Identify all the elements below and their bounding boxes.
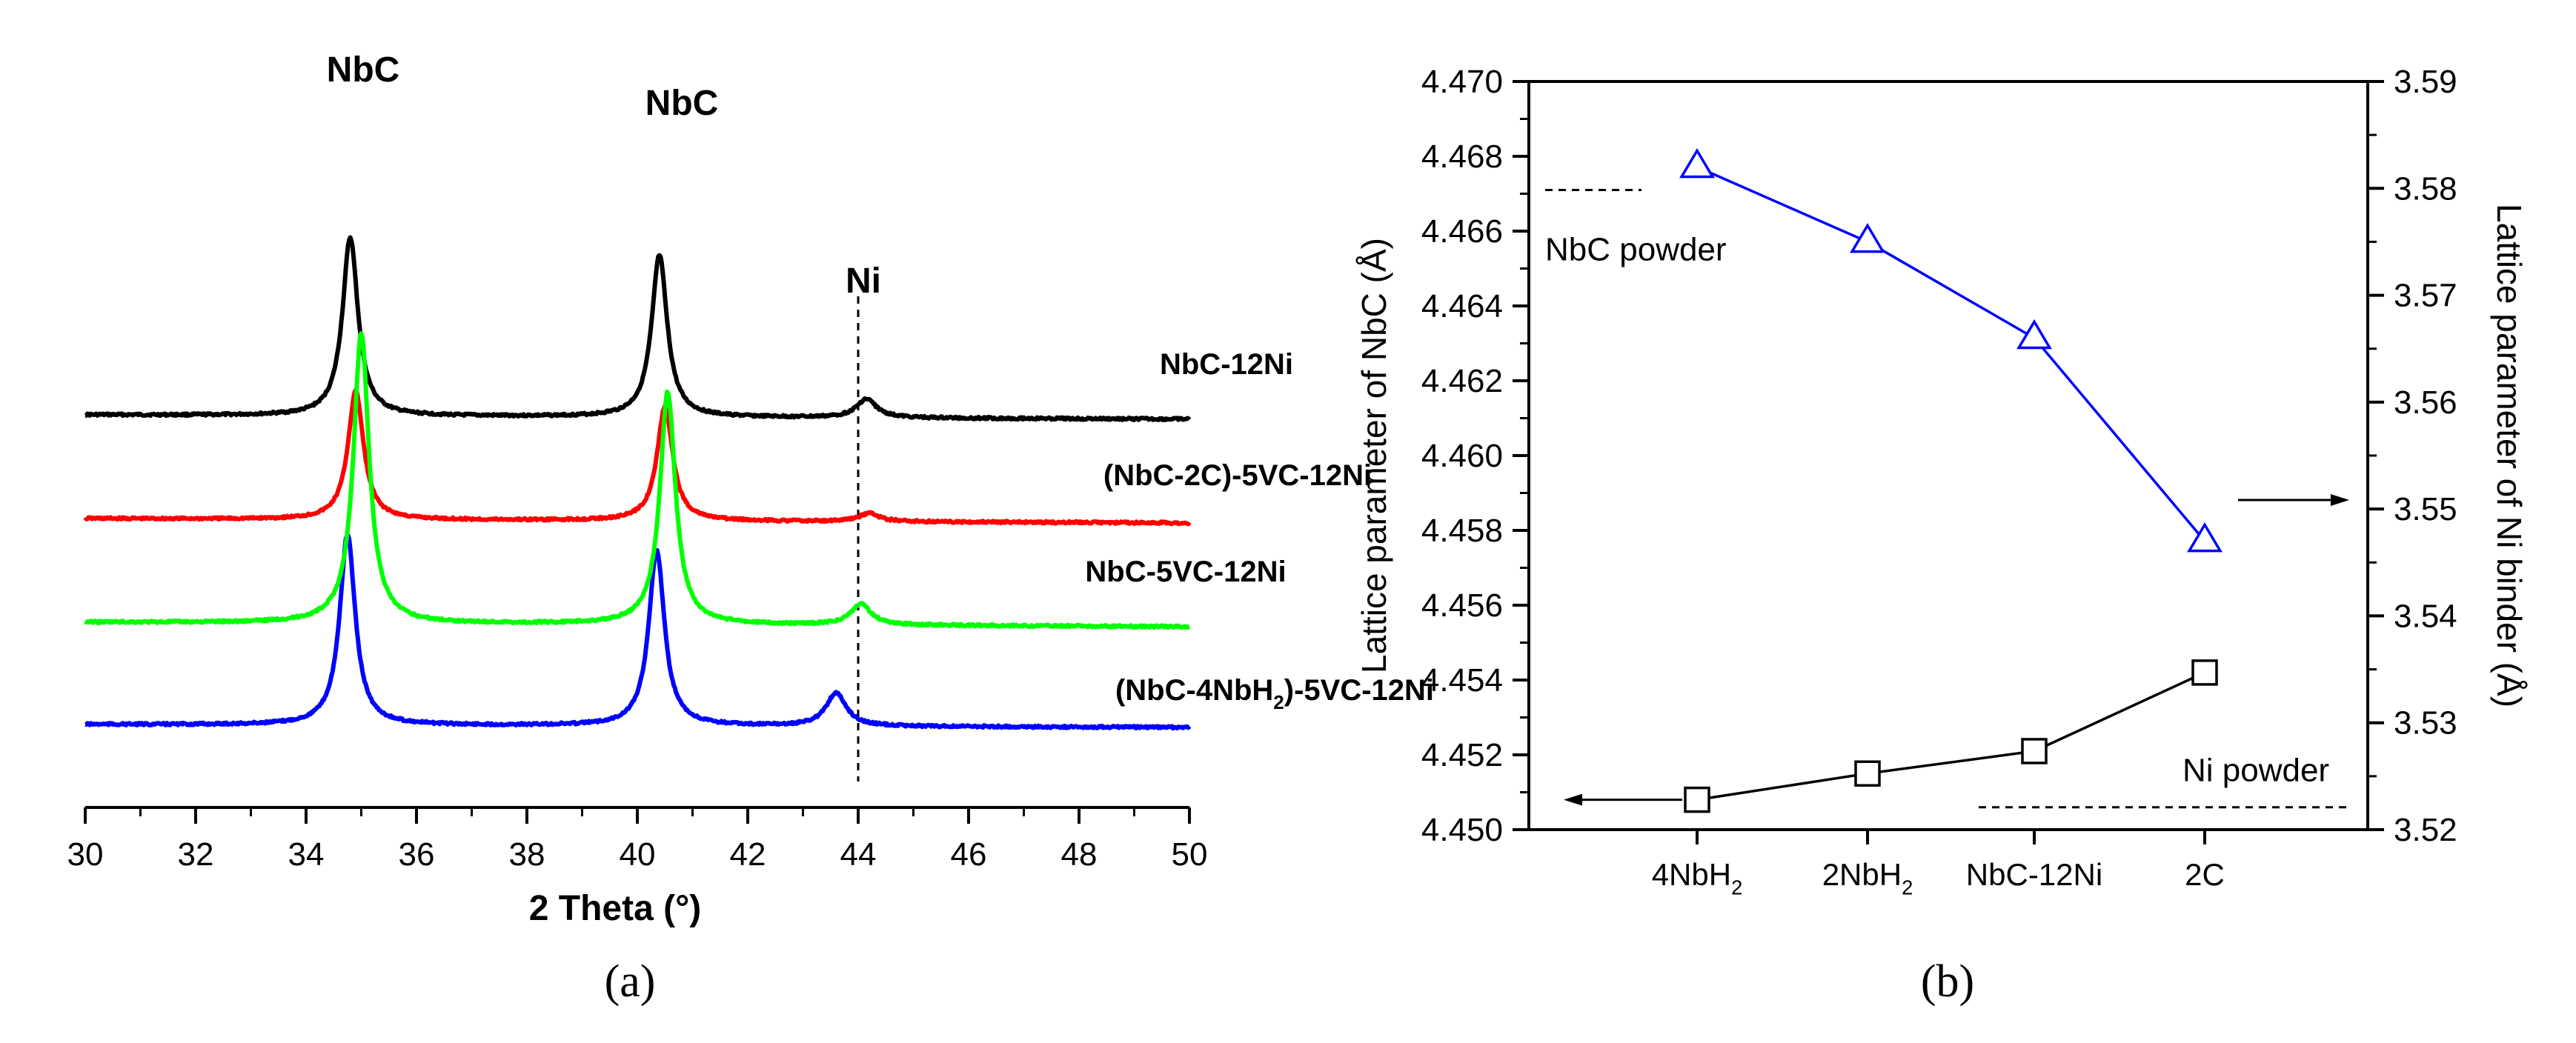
ni-lattice-point (1679, 147, 1715, 179)
x-axis-title: 2 Theta (°) (529, 889, 702, 928)
left-tick-label: 4.454 (1421, 662, 1503, 699)
peak-label: Ni (846, 261, 881, 301)
x-tick-label: 32 (178, 836, 214, 873)
left-axis-arrowhead (1564, 793, 1582, 806)
right-tick-label: 3.55 (2394, 491, 2457, 527)
right-tick-label: 3.54 (2394, 598, 2457, 634)
xrd-series-label: (NbC-4NbH2)-5VC-12Ni (1115, 674, 1434, 713)
right-tick-label: 3.53 (2394, 705, 2457, 742)
peak-label: NbC (645, 84, 719, 123)
right-axis-arrowhead (2331, 494, 2349, 506)
x-tick-label: 48 (1061, 836, 1098, 873)
nbc-lattice-point (2021, 738, 2048, 764)
category-label: 2NbH2 (1822, 857, 1913, 899)
x-tick-label: 40 (620, 836, 656, 873)
right-tick-label: 3.58 (2394, 170, 2457, 207)
ni-lattice-line (1696, 165, 2206, 542)
nbc-powder-label: NbC powder (1545, 231, 1727, 267)
panel-b-caption: (b) (1921, 956, 1974, 1007)
panel-a-xrd-chart: 30 32 34 36 38 40 42 44 46 48 50 2 Theta (°) NbC-12N… (67, 50, 1435, 928)
left-tick-label: 4.450 (1421, 812, 1503, 848)
left-tick-label: 4.466 (1421, 213, 1503, 250)
panel-b-lattice-chart: 4.450 4.452 4.454 4.456 4.458 4.460 4.462 4.464… (1355, 64, 2529, 899)
xrd-series-label: NbC-5VC-12Ni (1085, 556, 1286, 588)
nbc-lattice-line (1696, 671, 2205, 802)
category-label: 2C (2185, 857, 2225, 892)
x-tick-label: 46 (951, 836, 987, 873)
right-axis-title: Lattice parameter of Ni binder (Å) (2490, 204, 2529, 707)
category-label: NbC-12Ni (1966, 857, 2102, 892)
left-tick-label: 4.468 (1421, 139, 1503, 175)
svg-text:(b): (b) (1921, 956, 1974, 1007)
xrd-series-line (84, 533, 1192, 731)
right-tick-label: 3.52 (2394, 812, 2457, 848)
left-tick-label: 4.470 (1421, 64, 1503, 100)
x-tick-label: 44 (840, 836, 877, 873)
nbc-lattice-point (2191, 659, 2218, 686)
x-tick-label: 36 (399, 836, 435, 873)
left-tick-label: 4.458 (1421, 513, 1503, 549)
xrd-series-line (84, 331, 1191, 630)
peak-label: NbC (327, 50, 400, 90)
category-label: 4NbH2 (1652, 857, 1743, 899)
plot-frame (1527, 80, 2369, 831)
left-axis-title: Lattice parameter of NbC (Å) (1355, 238, 1393, 673)
ni-lattice-point (2187, 522, 2223, 553)
left-tick-label: 4.456 (1421, 587, 1503, 624)
xrd-series-label: NbC-12Ni (1160, 348, 1293, 381)
left-tick-label: 4.460 (1421, 438, 1503, 474)
x-tick-label: 42 (730, 836, 766, 873)
nbc-lattice-point (1854, 760, 1881, 787)
right-tick-label: 3.59 (2394, 64, 2457, 100)
right-tick-label: 3.56 (2394, 384, 2457, 421)
ni-lattice-point (2016, 319, 2052, 350)
left-tick-label: 4.462 (1421, 363, 1503, 399)
x-tick-label: 30 (67, 836, 104, 873)
panel-a-caption: (a) (605, 956, 656, 1007)
ni-powder-label: Ni powder (2182, 753, 2329, 789)
left-tick-label: 4.452 (1421, 737, 1503, 773)
left-tick-label: 4.464 (1421, 288, 1503, 324)
ni-lattice-point (1850, 222, 1885, 253)
x-tick-label: 38 (509, 836, 545, 873)
right-tick-label: 3.57 (2394, 278, 2457, 314)
x-tick-label: 50 (1172, 836, 1208, 873)
xrd-series-label: (NbC-2C)-5VC-12Ni (1103, 459, 1372, 492)
xrd-series-line (84, 235, 1192, 422)
xrd-series-line (83, 387, 1192, 527)
x-tick-label: 34 (288, 836, 325, 873)
svg-text:(a): (a) (605, 956, 656, 1007)
nbc-lattice-point (1684, 786, 1710, 813)
